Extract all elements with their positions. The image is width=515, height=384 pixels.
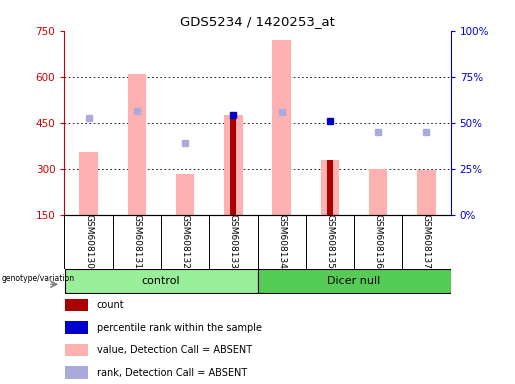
Bar <box>79 152 98 215</box>
Text: genotype/variation: genotype/variation <box>1 274 74 283</box>
Text: GSM608130: GSM608130 <box>84 214 93 270</box>
Text: GSM608134: GSM608134 <box>277 215 286 269</box>
Text: value, Detection Call = ABSENT: value, Detection Call = ABSENT <box>97 345 252 355</box>
Bar <box>231 114 236 215</box>
Text: GSM608131: GSM608131 <box>132 214 141 270</box>
Bar <box>65 366 88 379</box>
Text: rank, Detection Call = ABSENT: rank, Detection Call = ABSENT <box>97 368 247 378</box>
Text: GSM608137: GSM608137 <box>422 214 431 270</box>
Bar <box>65 321 88 334</box>
Text: Dicer null: Dicer null <box>328 276 381 286</box>
Text: GSM608133: GSM608133 <box>229 214 238 270</box>
Bar <box>369 169 387 215</box>
Text: percentile rank within the sample: percentile rank within the sample <box>97 323 262 333</box>
Title: GDS5234 / 1420253_at: GDS5234 / 1420253_at <box>180 15 335 28</box>
Bar <box>321 160 339 215</box>
Text: GSM608136: GSM608136 <box>374 214 383 270</box>
Text: GSM608132: GSM608132 <box>181 215 190 269</box>
Bar <box>128 74 146 215</box>
Text: count: count <box>97 300 125 310</box>
Text: GSM608135: GSM608135 <box>325 214 334 270</box>
Bar <box>272 40 291 215</box>
Bar <box>65 344 88 356</box>
FancyBboxPatch shape <box>258 269 451 293</box>
Bar <box>224 115 243 215</box>
Bar <box>417 170 436 215</box>
Bar <box>327 160 333 215</box>
Bar <box>176 174 194 215</box>
Bar <box>65 299 88 311</box>
Text: control: control <box>142 276 180 286</box>
FancyBboxPatch shape <box>65 269 258 293</box>
